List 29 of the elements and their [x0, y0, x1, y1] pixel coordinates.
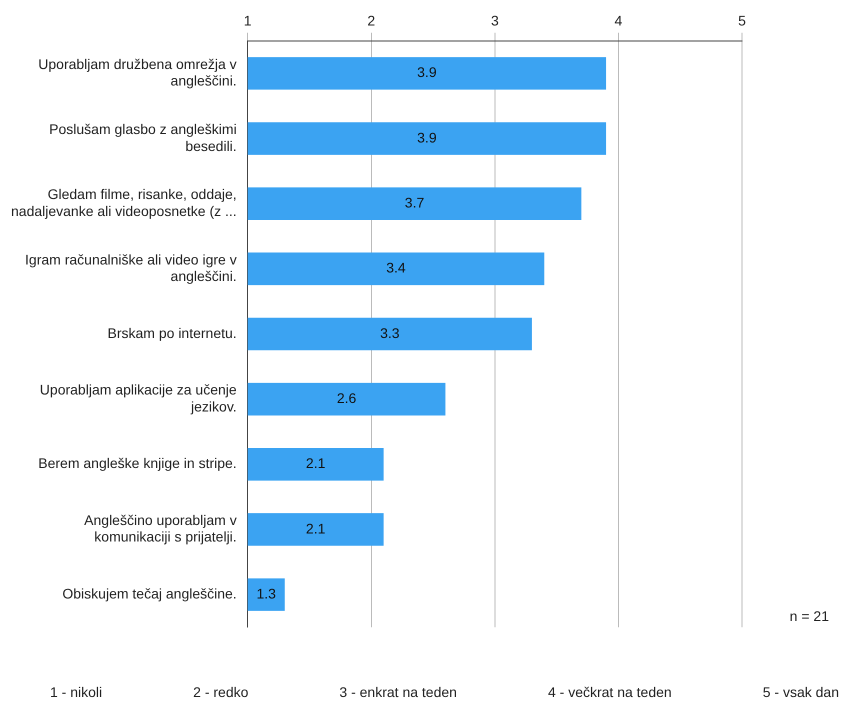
y-tick-label: Berem angleške knjige in stripe. [38, 455, 237, 472]
x-tick-label: 5 [738, 12, 746, 28]
y-tick-label: Obiskujem tečaj angleščine. [62, 585, 237, 602]
text: 2 - redko [193, 684, 248, 700]
data-label: 3.9 [417, 64, 437, 80]
y-tick-label: Igram računalniške ali video igre v angleščini. [25, 251, 237, 284]
data-label: 1.3 [256, 585, 276, 602]
data-label: 3.4 [386, 260, 406, 276]
data-label: 3.3 [380, 324, 400, 341]
data-label: 3.9 [417, 129, 437, 146]
y-tick-label: Poslušam glasbo z angleškimi besedili. [49, 120, 237, 154]
text: 1 - nikoli [50, 684, 102, 700]
text: 3 - enkrat na teden [339, 684, 457, 700]
y-tick-label: Angleščino uporabljam v komunikaciji s prijatelji. [84, 512, 237, 545]
data-label: 3.7 [404, 194, 424, 211]
y-tick-label: Gledam filme, risanke, oddaje, nadaljevanke ali videoposnetke (z ... [10, 186, 237, 219]
y-tick-label: Brskam po internetu. [108, 324, 237, 341]
data-label: 2.1 [306, 520, 326, 536]
data-label: 2.1 [306, 455, 326, 472]
x-tick-label: 1 [244, 12, 252, 28]
text: 4 - večkrat na teden [548, 684, 672, 700]
text: n = 21 [790, 608, 829, 624]
x-tick-label: 2 [367, 12, 376, 28]
data-label: 2.6 [336, 390, 356, 406]
x-tick-label: 3 [490, 12, 499, 28]
x-tick-label: 4 [614, 12, 623, 28]
y-tick-label: Uporabljam aplikacije za učenje jezikov. [40, 382, 237, 414]
text: 5 - vsak dan [762, 684, 839, 700]
y-tick-label: Uporabljam družbena omrežja v angleščini. [38, 56, 237, 89]
